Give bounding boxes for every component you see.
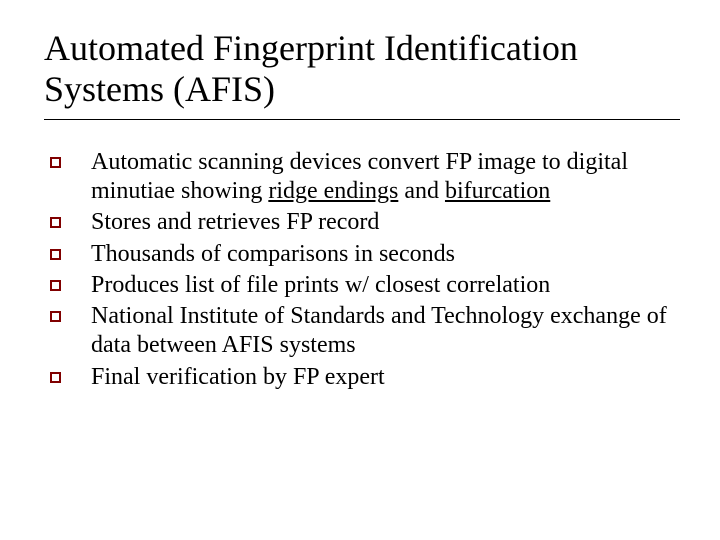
underlined-term: ridge endings [268,178,398,204]
bullet-list: Automatic scanning devices convert FP im… [44,148,680,392]
list-item: Final verification by FP expert [50,363,680,392]
bullet-text: Automatic scanning devices convert FP im… [91,148,680,207]
list-item: National Institute of Standards and Tech… [50,302,680,361]
bullet-text: Thousands of comparisons in seconds [91,240,680,269]
bullet-text: Final verification by FP expert [91,363,680,392]
list-item: Thousands of comparisons in seconds [50,240,680,269]
underlined-term: bifurcation [445,178,550,204]
text-run: and [398,178,445,204]
list-item: Produces list of file prints w/ closest … [50,271,680,300]
square-bullet-icon [50,217,61,228]
list-item: Automatic scanning devices convert FP im… [50,148,680,207]
square-bullet-icon [50,249,61,260]
bullet-text: Produces list of file prints w/ closest … [91,271,680,300]
title-underline-rule [44,119,680,120]
square-bullet-icon [50,372,61,383]
bullet-text: National Institute of Standards and Tech… [91,302,680,361]
list-item: Stores and retrieves FP record [50,208,680,237]
slide-title: Automated Fingerprint Identification Sys… [44,28,680,113]
square-bullet-icon [50,157,61,168]
square-bullet-icon [50,311,61,322]
slide: Automated Fingerprint Identification Sys… [0,0,720,540]
square-bullet-icon [50,280,61,291]
bullet-text: Stores and retrieves FP record [91,208,680,237]
